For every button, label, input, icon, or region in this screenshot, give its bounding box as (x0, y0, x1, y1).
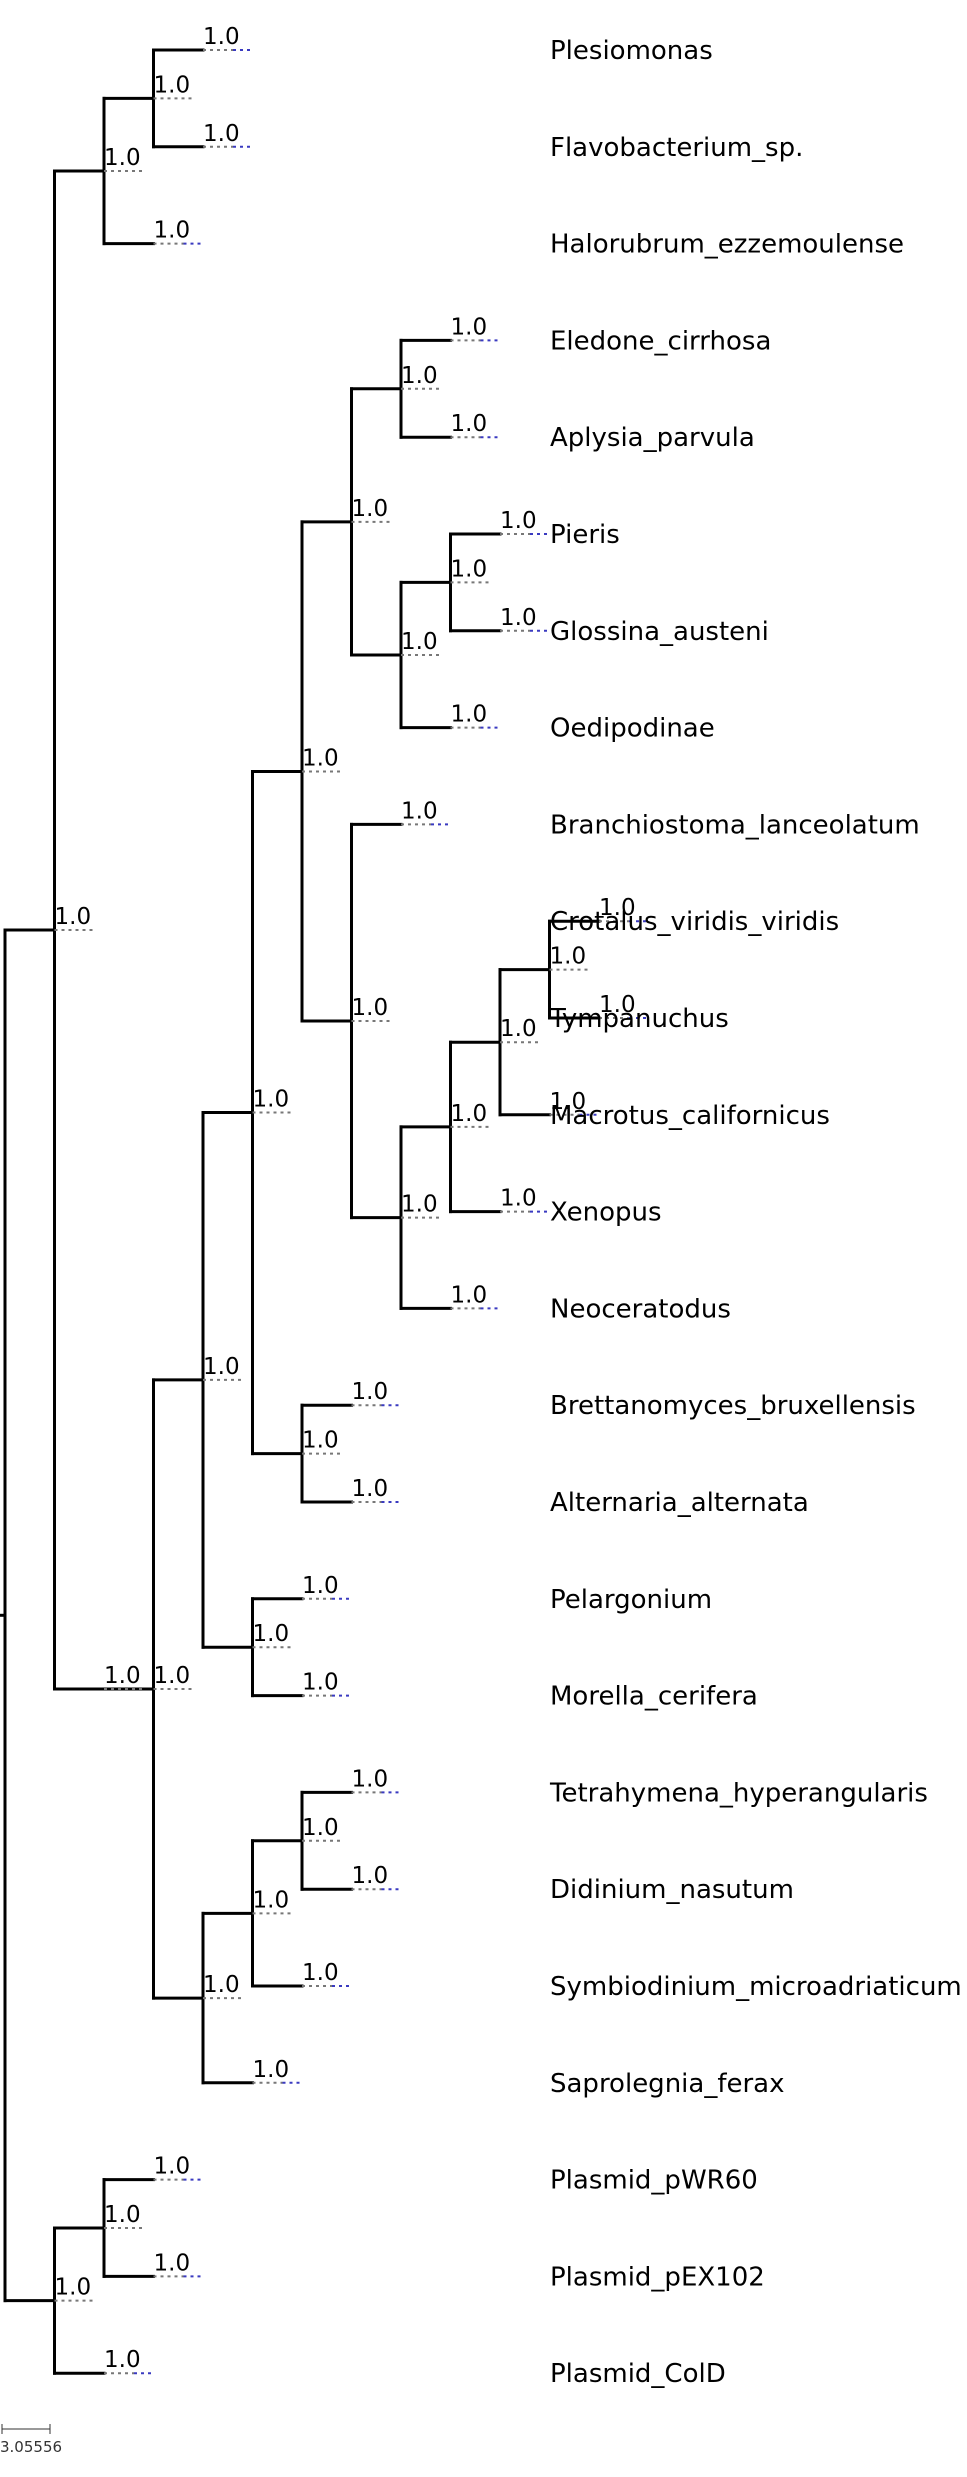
leaf-support-value: 1.0 (451, 314, 488, 340)
leaf-support-value: 1.0 (451, 1282, 488, 1308)
clade-support-value: 1.0 (253, 1887, 290, 1913)
leaf-support-value: 1.0 (302, 1960, 339, 1986)
leaf-label: Tetrahymena_hyperangularis (549, 1778, 928, 1808)
leaf-support-value: 1.0 (253, 2057, 290, 2083)
leaf-label: Plasmid_ColD (550, 2359, 726, 2389)
leaf-label: Crotalus_viridis_viridis (550, 907, 839, 937)
clade-support-value: 1.0 (154, 1663, 191, 1689)
leaf-label: Glossina_austeni (550, 617, 769, 647)
leaf-label: Morella_cerifera (550, 1682, 758, 1712)
clade-support-value: 1.0 (550, 944, 587, 970)
leaf-support-value: 1.0 (500, 508, 537, 534)
leaf-support-value: 1.0 (104, 2347, 141, 2373)
leaf-label: Tympanuchus (549, 1004, 729, 1034)
leaf-label: Neoceratodus (550, 1294, 731, 1324)
clade-support-value: 1.0 (104, 2202, 141, 2228)
leaf-label: Pieris (550, 520, 620, 550)
leaf-support-value: 1.0 (203, 121, 240, 147)
clade-support-value: 1.0 (253, 1621, 290, 1647)
leaf-label: Pelargonium (550, 1585, 712, 1615)
clade-support-value: 1.0 (500, 1016, 537, 1042)
leaf-support-value: 1.0 (352, 1476, 389, 1502)
clade-support-value: 1.0 (352, 496, 389, 522)
leaf-support-value: 1.0 (154, 2154, 191, 2180)
leaf-support-value: 1.0 (451, 411, 488, 437)
leaf-label: Branchiostoma_lanceolatum (550, 810, 920, 840)
clade-support-value: 1.0 (253, 1087, 290, 1113)
leaf-label: Aplysia_parvula (550, 423, 755, 453)
leaf-label: Didinium_nasutum (550, 1875, 794, 1905)
scale-bar-label: 3.05556 (0, 2438, 62, 2456)
leaf-label: Xenopus (550, 1198, 662, 1228)
clade-support-value: 1.0 (451, 556, 488, 582)
clade-support-value: 1.0 (352, 995, 389, 1021)
clade-support-value: 1.0 (401, 1192, 438, 1218)
clade-support-value: 1.0 (154, 72, 191, 98)
leaf-support-value: 1.0 (203, 24, 240, 50)
leaf-label: Flavobacterium_sp. (550, 133, 803, 163)
leaf-support-value: 1.0 (352, 1766, 389, 1792)
leaf-support-value: 1.0 (500, 1186, 537, 1212)
leaf-support-value: 1.0 (352, 1379, 389, 1405)
leaf-labels: Plesiomonas Flavobacterium_sp. Halorubrum_… (549, 36, 962, 2389)
leaf-support-value: 1.0 (451, 702, 488, 728)
clade-support-value: 1.0 (203, 1972, 240, 1998)
clade-support-value: 1.0 (104, 1663, 141, 1689)
leaf-support-value: 1.0 (599, 992, 636, 1018)
clade-support-value: 1.0 (203, 1354, 240, 1380)
leaf-support-value: 1.0 (302, 1670, 339, 1696)
leaf-label: Plasmid_pWR60 (550, 2166, 758, 2196)
leaf-support-value: 1.0 (599, 895, 636, 921)
leaf-label: Plasmid_pEX102 (550, 2262, 765, 2292)
leaf-label: Alternaria_alternata (550, 1488, 809, 1518)
scale-bar: 3.05556 (0, 2424, 62, 2456)
clade-support-value: 1.0 (401, 363, 438, 389)
clade-support-value: 1.0 (55, 904, 92, 930)
leaf-label: Plesiomonas (550, 36, 713, 66)
leaf-support-value: 1.0 (352, 1863, 389, 1889)
tree-tip-ticks (54, 49, 649, 2375)
leaf-label: Eledone_cirrhosa (550, 326, 771, 356)
leaf-support-value: 1.0 (550, 1089, 587, 1115)
leaf-label: Halorubrum_ezzemoulense (550, 230, 904, 260)
clade-support-value: 1.0 (451, 1101, 488, 1127)
leaf-support-value: 1.0 (500, 605, 537, 631)
leaf-support-value: 1.0 (154, 2250, 191, 2276)
support-values: 1.0 1.0 1.0 1.0 1.0 1.0 1.0 1.0 1.0 1.0 1.0 1.0 1.0 1… (55, 24, 636, 2373)
leaf-label: Saprolegnia_ferax (550, 2069, 784, 2099)
leaf-label: Symbiodinium_microadriaticum (550, 1972, 962, 2002)
clade-support-value: 1.0 (55, 2275, 92, 2301)
clade-support-value: 1.0 (302, 1815, 339, 1841)
clade-support-value: 1.0 (302, 745, 339, 771)
leaf-support-value: 1.0 (154, 218, 191, 244)
leaf-support-value: 1.0 (302, 1573, 339, 1599)
leaf-label: Oedipodinae (550, 714, 715, 744)
leaf-label: Macrotus_californicus (550, 1101, 830, 1131)
clade-support-value: 1.0 (401, 629, 438, 655)
clade-support-value: 1.0 (302, 1428, 339, 1454)
clade-support-value: 1.0 (104, 145, 141, 171)
leaf-support-value: 1.0 (401, 798, 438, 824)
leaf-label: Brettanomyces_bruxellensis (550, 1391, 916, 1421)
